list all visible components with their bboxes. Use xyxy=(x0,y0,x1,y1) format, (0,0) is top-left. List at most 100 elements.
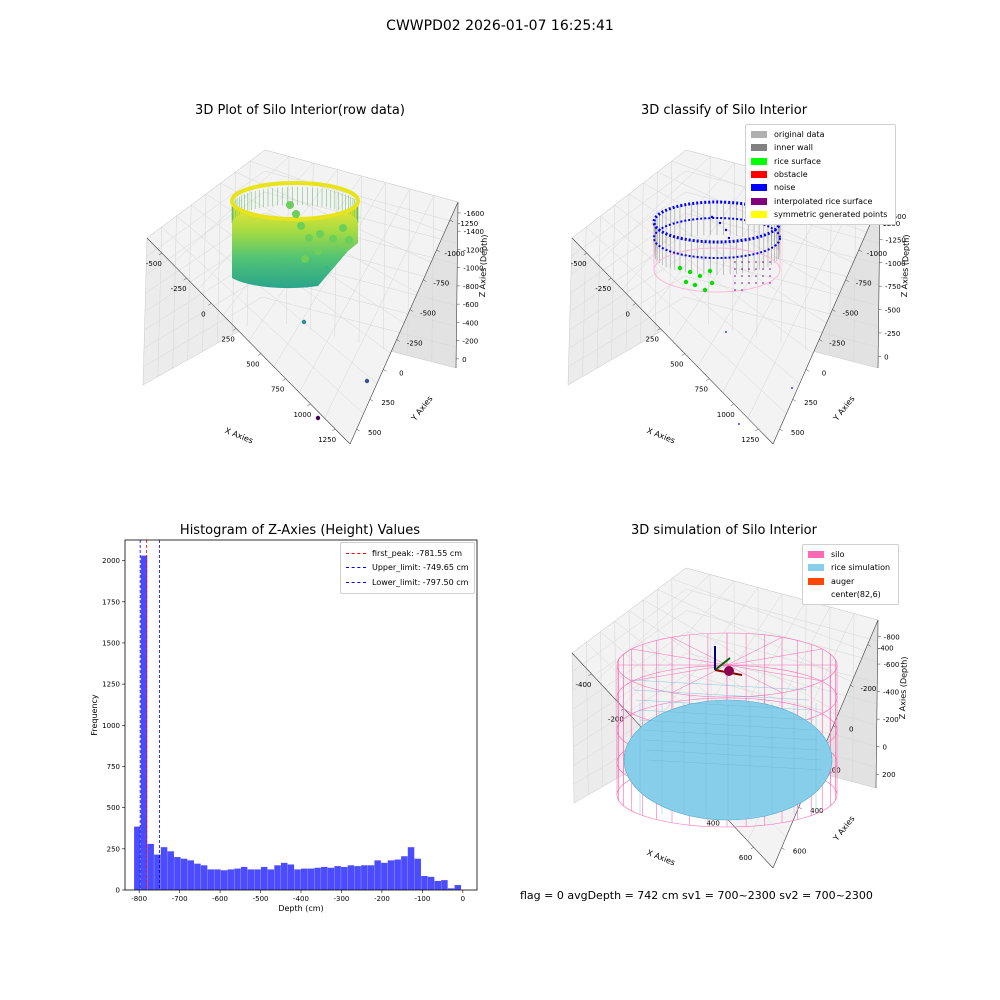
z-axis-line xyxy=(877,201,881,369)
histogram-bar xyxy=(407,847,415,890)
histogram-bar xyxy=(180,858,188,890)
y-axis-line xyxy=(772,201,881,445)
noise-outlier xyxy=(725,331,727,333)
wall-grid-line xyxy=(685,212,880,265)
x-tick xyxy=(755,428,759,432)
y-tick-label: 1000 xyxy=(102,722,120,730)
x-tick xyxy=(282,378,286,381)
y-tick-label: 1750 xyxy=(102,598,120,606)
interpolated-point xyxy=(762,268,764,270)
wall-grid-line xyxy=(143,296,263,367)
x-tick-label: -100 xyxy=(414,895,430,903)
wall-grid-line xyxy=(570,191,686,275)
y-tick xyxy=(409,309,414,312)
legend-item-obstacle: obstacle xyxy=(751,168,890,181)
legend-item-silo: silo xyxy=(808,548,893,561)
histogram-bar xyxy=(341,866,348,890)
x-tick-label: -250 xyxy=(171,285,187,293)
simulation-3d-plot: -400-20002004006006004002000-200-4002000… xyxy=(571,567,909,869)
legend-item-noise: noise xyxy=(751,181,890,194)
x-tick-label: 1250 xyxy=(741,436,759,444)
histogram-plot: -800 -700 -600 -500 -400 -300 -200 -100 0 0 250 500… xyxy=(90,539,478,913)
raw-cluster-point xyxy=(301,255,309,263)
legend-item-upper-limit: Upper_limit: -749.65 cm xyxy=(346,561,469,576)
x-tick xyxy=(257,353,262,356)
y-tick xyxy=(436,249,440,253)
y-axis-label: Y Axies xyxy=(831,814,857,843)
rice-mesh-line xyxy=(635,699,812,711)
z-tick-label: -200 xyxy=(462,338,478,346)
rice-surface-point xyxy=(683,279,689,285)
silo-roof-spoke xyxy=(726,664,823,682)
wall-grid-line xyxy=(571,170,686,257)
x-tick xyxy=(583,252,587,256)
x-tick-label: 500 xyxy=(246,361,259,369)
simulation-legend: silo rice simulation auger center(82,6) xyxy=(802,544,899,606)
legend-line xyxy=(346,581,366,583)
y-tick xyxy=(832,309,836,312)
simulation-plot-title: 3D simulation of Silo Interior xyxy=(631,523,817,538)
y-axis-line xyxy=(349,201,459,445)
x-tick-label: -400 xyxy=(293,895,309,903)
y-tick-label: 500 xyxy=(368,429,381,437)
x-tick xyxy=(632,303,636,306)
histogram-bar xyxy=(347,865,355,890)
rice-mesh-line xyxy=(645,749,822,761)
y-tick xyxy=(356,428,360,432)
z-tick-label: -250 xyxy=(884,330,900,338)
z-axis-line xyxy=(455,201,459,369)
wall-grid-line xyxy=(569,254,685,331)
histogram-bar xyxy=(327,867,335,890)
histogram-bar xyxy=(214,869,221,890)
y-tick-label: -500 xyxy=(842,310,858,318)
rice-surface-point xyxy=(697,273,703,279)
histogram-bar xyxy=(260,866,268,890)
x-tick-label: -500 xyxy=(253,895,269,903)
histogram-bar xyxy=(187,860,194,890)
interpolated-point xyxy=(741,268,743,270)
x-axis-label: X Axies xyxy=(224,426,255,445)
wall-grid-line xyxy=(684,296,879,348)
rice-surface-point xyxy=(677,265,683,271)
legend-label: original data xyxy=(774,130,825,140)
interpolated-point xyxy=(748,268,750,270)
histogram-title: Histogram of Z-Axies (Height) Values xyxy=(179,523,421,538)
interpolated-point xyxy=(748,261,750,263)
rice-surface-point xyxy=(707,268,713,274)
rice-mesh-line xyxy=(633,689,810,701)
z-tick-label: -200 xyxy=(883,716,899,724)
x-axis-label: Depth (cm) xyxy=(278,904,323,913)
interpolated-point xyxy=(755,282,757,284)
raw-outlier-point xyxy=(324,265,330,271)
y-axis-label: Frequency xyxy=(90,694,99,736)
legend-swatch xyxy=(808,564,824,572)
z-tick-label: 200 xyxy=(882,771,895,779)
y-tick xyxy=(792,398,796,402)
noise-point xyxy=(718,221,722,225)
histogram-bar xyxy=(374,860,381,890)
legend-item-lower-limit: Lower_limit: -797.50 cm xyxy=(346,575,469,590)
y-tick-label: -250 xyxy=(829,339,845,347)
auger-axis-y xyxy=(714,657,731,671)
legend-label: symmetric generated points xyxy=(774,209,888,219)
interpolated-point xyxy=(762,282,764,284)
legend-item-symmetric: symmetric generated points xyxy=(751,208,890,221)
z-tick-label: -1600 xyxy=(464,210,484,218)
z-tick-label: -400 xyxy=(463,319,479,327)
raw-silo-rim xyxy=(230,181,360,221)
histogram-bar xyxy=(314,867,321,890)
x-tick-label: 750 xyxy=(271,386,284,394)
y-tick-label: 1500 xyxy=(102,639,120,647)
floor-grid-line xyxy=(671,578,865,652)
histogram-bar xyxy=(307,868,315,890)
x-tick-label: -500 xyxy=(571,260,587,268)
legend-label: rice surface xyxy=(774,156,821,166)
raw-cluster-point xyxy=(316,230,324,238)
x-tick-label: -700 xyxy=(172,895,188,903)
legend-line xyxy=(346,552,366,554)
legend-swatch xyxy=(808,551,824,559)
x-tick-label: -300 xyxy=(334,895,350,903)
interpolated-point xyxy=(734,275,736,277)
x-tick-label: -250 xyxy=(595,285,611,293)
interpolated-point xyxy=(755,275,757,277)
